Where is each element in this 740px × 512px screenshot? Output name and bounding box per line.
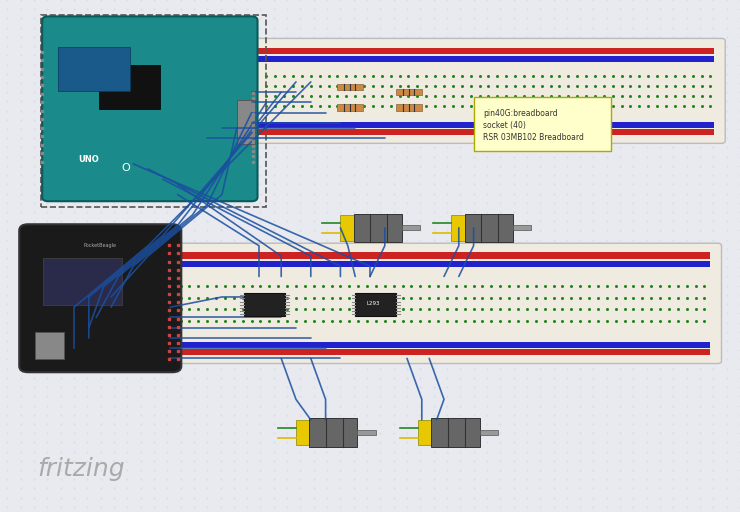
Bar — [465, 214, 513, 242]
Bar — [431, 418, 480, 447]
Bar — [296, 420, 309, 445]
Text: UNO: UNO — [78, 155, 99, 164]
Bar — [99, 65, 160, 109]
Bar — [480, 430, 498, 435]
Bar — [396, 89, 422, 95]
Bar — [43, 258, 122, 305]
Bar — [255, 129, 714, 135]
Bar — [152, 342, 710, 348]
Bar — [152, 261, 710, 267]
Bar — [58, 47, 130, 91]
Text: O: O — [121, 163, 130, 173]
Bar — [396, 104, 422, 111]
Bar — [513, 225, 531, 230]
Bar — [309, 418, 357, 447]
Bar — [340, 215, 354, 241]
Text: fritzing: fritzing — [37, 457, 124, 481]
Text: pin40G:breadboard
socket (40)
RSR 03MB102 Breadboard: pin40G:breadboard socket (40) RSR 03MB10… — [483, 109, 584, 142]
FancyBboxPatch shape — [474, 97, 610, 151]
Bar — [255, 122, 714, 128]
Bar — [36, 332, 64, 359]
FancyBboxPatch shape — [19, 224, 181, 372]
Bar — [337, 104, 363, 111]
FancyBboxPatch shape — [141, 243, 722, 364]
Bar — [402, 225, 420, 230]
Bar — [152, 349, 710, 355]
Bar — [152, 252, 710, 259]
Bar — [337, 84, 363, 90]
Bar — [354, 214, 402, 242]
Bar — [255, 56, 714, 62]
Bar — [355, 293, 396, 316]
Bar — [237, 100, 255, 144]
Bar — [244, 293, 285, 316]
FancyBboxPatch shape — [42, 16, 258, 201]
Bar — [357, 430, 376, 435]
Bar — [418, 420, 431, 445]
Bar — [255, 48, 714, 54]
FancyBboxPatch shape — [244, 38, 725, 143]
Bar — [451, 215, 465, 241]
Text: L293: L293 — [367, 301, 380, 306]
Text: PocketBeagle: PocketBeagle — [84, 243, 117, 248]
